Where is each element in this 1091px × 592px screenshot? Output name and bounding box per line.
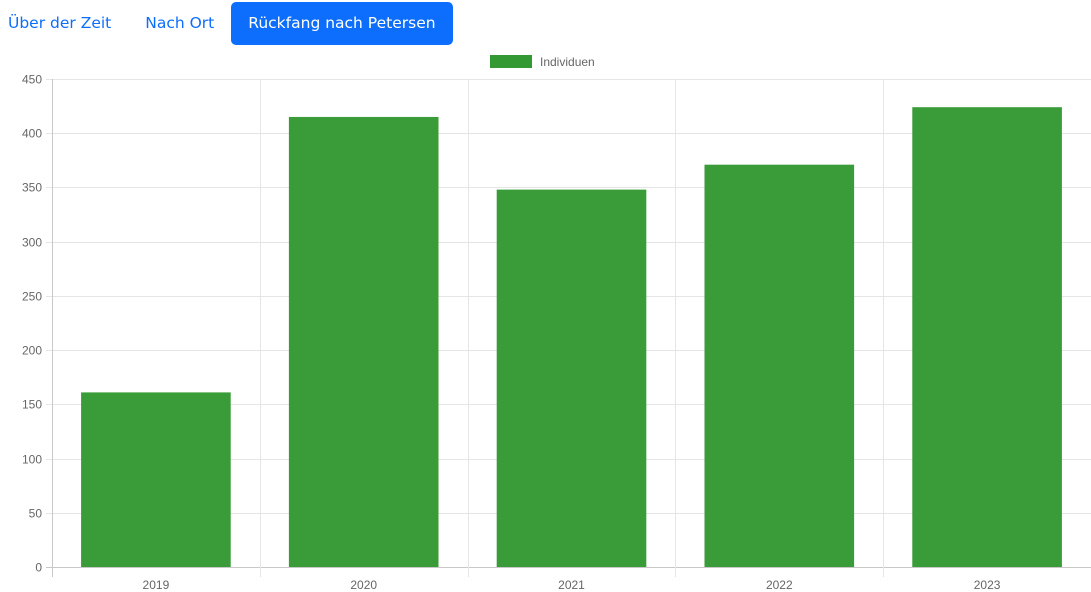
y-tick-label: 300 xyxy=(22,236,42,250)
x-tick-label: 2021 xyxy=(558,578,585,592)
tab-ueber-der-zeit[interactable]: Über der Zeit xyxy=(8,14,112,32)
tab-rueckfang-nach-petersen[interactable]: Rückfang nach Petersen xyxy=(231,2,453,45)
y-tick-label: 150 xyxy=(22,398,42,412)
y-tick-label: 250 xyxy=(22,290,42,304)
bar[interactable] xyxy=(81,392,231,567)
x-tick-label: 2020 xyxy=(350,578,377,592)
bar[interactable] xyxy=(704,164,855,567)
y-tick-label: 50 xyxy=(29,507,43,521)
y-tick-label: 100 xyxy=(22,453,42,467)
bar[interactable] xyxy=(912,107,1062,567)
y-tick-label: 350 xyxy=(22,181,42,195)
bar[interactable] xyxy=(288,116,439,567)
tab-nach-ort[interactable]: Nach Ort xyxy=(145,14,215,32)
y-tick-label: 400 xyxy=(22,127,42,141)
y-tick-label: 200 xyxy=(22,344,42,358)
y-tick-label: 0 xyxy=(35,561,42,575)
bars xyxy=(81,107,1062,567)
legend-swatch xyxy=(490,55,532,68)
legend-label: Individuen xyxy=(540,55,595,69)
x-tick-label: 2022 xyxy=(766,578,793,592)
y-tick-label: 450 xyxy=(22,73,42,87)
x-tick-label: 2019 xyxy=(143,578,170,592)
legend[interactable]: Individuen xyxy=(490,55,595,69)
x-tick-label: 2023 xyxy=(974,578,1001,592)
bar[interactable] xyxy=(496,189,647,567)
axes: 0 50 100 150 200 250 300 350 400 450 2019 2020 2021 2… xyxy=(22,73,1001,592)
tab-bar: Über der Zeit Nach Ort Rückfang nach Pet… xyxy=(0,2,453,45)
